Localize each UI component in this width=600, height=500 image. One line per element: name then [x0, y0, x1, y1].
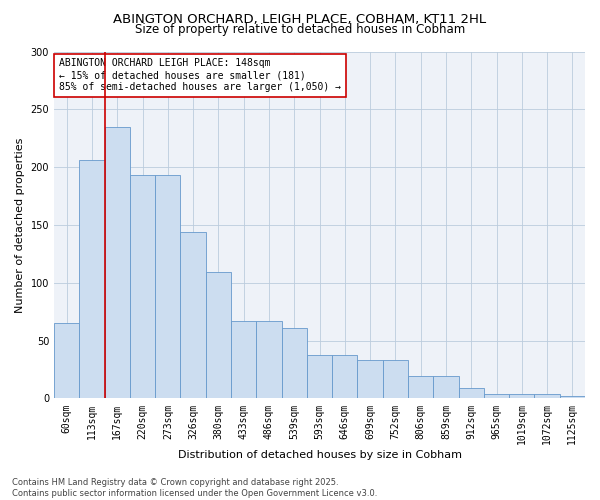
- X-axis label: Distribution of detached houses by size in Cobham: Distribution of detached houses by size …: [178, 450, 461, 460]
- Bar: [231, 321, 256, 398]
- Bar: [383, 360, 408, 399]
- Text: Contains HM Land Registry data © Crown copyright and database right 2025.
Contai: Contains HM Land Registry data © Crown c…: [12, 478, 377, 498]
- Bar: [509, 394, 535, 398]
- Bar: [54, 324, 79, 398]
- Bar: [433, 376, 458, 398]
- Bar: [281, 328, 307, 398]
- Bar: [358, 360, 383, 399]
- Bar: [307, 354, 332, 399]
- Bar: [130, 175, 155, 398]
- Bar: [181, 232, 206, 398]
- Bar: [79, 160, 104, 398]
- Bar: [256, 321, 281, 398]
- Y-axis label: Number of detached properties: Number of detached properties: [15, 138, 25, 312]
- Bar: [535, 394, 560, 398]
- Text: ABINGTON ORCHARD LEIGH PLACE: 148sqm
← 15% of detached houses are smaller (181)
: ABINGTON ORCHARD LEIGH PLACE: 148sqm ← 1…: [59, 58, 341, 92]
- Bar: [458, 388, 484, 398]
- Bar: [560, 396, 585, 398]
- Bar: [484, 394, 509, 398]
- Text: Size of property relative to detached houses in Cobham: Size of property relative to detached ho…: [135, 22, 465, 36]
- Bar: [206, 272, 231, 398]
- Bar: [332, 354, 358, 399]
- Bar: [155, 175, 181, 398]
- Text: ABINGTON ORCHARD, LEIGH PLACE, COBHAM, KT11 2HL: ABINGTON ORCHARD, LEIGH PLACE, COBHAM, K…: [113, 12, 487, 26]
- Bar: [104, 126, 130, 398]
- Bar: [408, 376, 433, 398]
